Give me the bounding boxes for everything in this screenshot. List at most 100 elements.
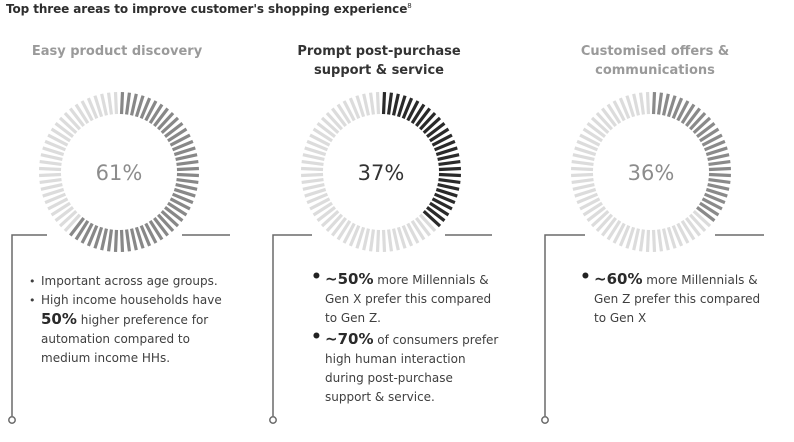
- donut-2-empty-tick: [325, 111, 343, 131]
- panel-1-title: Easy product discovery: [7, 42, 227, 61]
- donut-3-empty-tick: [645, 92, 651, 115]
- panel-3-connector-line: [544, 234, 585, 416]
- donut-1-empty-tick: [44, 139, 67, 152]
- donut-3-filled-tick: [708, 166, 731, 172]
- donut-1-filled-tick: [173, 187, 196, 198]
- donut-3-empty-tick: [651, 229, 657, 252]
- donut-1-empty-tick: [58, 210, 78, 228]
- donut-2-empty-tick: [331, 107, 347, 127]
- panel-3-connector-dot: [541, 416, 549, 424]
- donut-1-empty-tick: [80, 100, 94, 122]
- donut-1-filled-tick: [157, 111, 175, 131]
- panel-1-bullet-2: High income households have 50% higher p…: [29, 291, 259, 368]
- panel-2-bullet-2-line-2: high human interaction: [325, 352, 466, 366]
- donut-2-filled-tick: [433, 192, 456, 205]
- donut-1-filled-tick: [74, 220, 90, 241]
- panel-1-bullet-2-line-4: medium income HHs.: [41, 351, 171, 365]
- panel-3-bullet-1-highlight: ~60%: [594, 270, 643, 288]
- donut-1-filled-tick: [175, 153, 198, 162]
- donut-1-empty-tick: [86, 97, 99, 120]
- donut-3-empty-tick: [576, 192, 599, 205]
- donut-2-empty-tick: [362, 93, 371, 116]
- donut-2-empty-tick: [320, 210, 340, 228]
- donut-3-empty-tick: [656, 229, 664, 252]
- donut-3-empty-tick: [625, 226, 636, 249]
- donut-3-empty-tick: [606, 103, 622, 124]
- donut-3-empty-tick: [689, 213, 707, 233]
- donut-3-empty-tick: [685, 217, 701, 237]
- panel-1-bullet-1-text: Important across age groups.: [41, 274, 218, 288]
- donut-2-empty-tick: [325, 213, 343, 233]
- donut-1-filled-tick: [144, 222, 158, 244]
- donut-1-empty-tick: [54, 206, 74, 222]
- donut-2-filled-tick: [386, 92, 394, 115]
- donut-1-empty-tick: [50, 127, 71, 143]
- donut-3-filled-tick: [703, 192, 726, 205]
- donut-2-filled-tick: [429, 201, 450, 217]
- donut-2-empty-tick: [396, 226, 407, 249]
- donut-3-filled-tick: [707, 153, 730, 162]
- panel-2-title-line-2: support & service: [314, 63, 444, 78]
- panel-2-bullet-1-highlight: ~50%: [325, 270, 374, 288]
- donut-2-empty-tick: [415, 217, 431, 237]
- donut-2-empty-tick: [375, 229, 381, 252]
- donut-2-empty-tick: [304, 187, 327, 198]
- panel-2-connector-dot: [269, 416, 277, 424]
- donut-3-filled-tick: [705, 187, 728, 198]
- donut-1-filled-tick: [169, 197, 191, 211]
- donut-2-empty-tick: [316, 206, 336, 222]
- panel-2-bullet-1: ~50% more Millennials & Gen X prefer thi…: [311, 268, 551, 328]
- donut-2-filled-tick: [435, 146, 458, 157]
- donut-1-empty-tick: [39, 172, 62, 178]
- donut-chart-customised-offers: 36%: [571, 92, 731, 252]
- donut-3-filled-tick: [685, 107, 701, 127]
- donut-1-filled-tick: [100, 228, 109, 251]
- donut-1-filled-tick: [169, 133, 191, 147]
- donut-3-filled-tick: [676, 100, 690, 122]
- donut-1-empty-tick: [40, 153, 63, 162]
- donut-1-percent-label: 61%: [96, 161, 143, 185]
- donut-3-filled-tick: [705, 146, 728, 157]
- panel-3-bullet-1-line-3: to Gen X: [594, 311, 647, 325]
- donut-2-empty-tick: [331, 217, 347, 237]
- donut-3-empty-tick: [632, 228, 641, 251]
- donut-3-ticks: [571, 92, 731, 252]
- panel-2-bullet-2-line-4: support & service.: [325, 390, 435, 404]
- donut-2-filled-tick: [431, 133, 453, 147]
- panel-3-bullet-1-line-2: Gen Z prefer this compared: [594, 292, 761, 306]
- donut-1-filled-tick: [167, 201, 188, 217]
- donut-3-empty-tick: [571, 172, 594, 178]
- donut-1-filled-tick: [153, 217, 169, 237]
- donut-3-filled-tick: [696, 122, 716, 138]
- donut-2-filled-tick: [433, 139, 456, 152]
- donut-2-empty-tick: [348, 224, 361, 247]
- donut-3-empty-tick: [595, 213, 613, 233]
- donut-2-empty-tick: [386, 229, 394, 252]
- donut-1-empty-tick: [63, 111, 81, 131]
- donut-2-filled-tick: [426, 122, 446, 138]
- donut-3-filled-tick: [708, 172, 731, 178]
- donut-3-empty-tick: [645, 229, 651, 252]
- panel-1-title-line-1: Easy product discovery: [31, 44, 203, 59]
- donut-3-filled-tick: [707, 182, 730, 191]
- donut-3-empty-tick: [618, 224, 631, 247]
- donut-3-empty-tick: [571, 177, 594, 185]
- donut-3-empty-tick: [571, 166, 594, 172]
- donut-1-empty-tick: [42, 146, 65, 157]
- donut-2-empty-tick: [355, 95, 366, 118]
- panel-3-title-line-2: communications: [595, 63, 715, 78]
- donut-2-empty-tick: [320, 116, 340, 134]
- donut-3-empty-tick: [572, 153, 595, 162]
- donut-1-filled-tick: [175, 182, 198, 191]
- donut-1-filled-tick: [139, 224, 152, 247]
- donut-2-filled-tick: [396, 95, 407, 118]
- donut-3-empty-tick: [576, 139, 599, 152]
- donut-3-empty-tick: [612, 222, 626, 244]
- donut-3-empty-tick: [579, 197, 601, 211]
- donut-1-empty-tick: [100, 93, 109, 116]
- donut-3-empty-tick: [666, 226, 677, 249]
- donut-1-empty-tick: [93, 95, 104, 118]
- donut-2-empty-tick: [309, 197, 331, 211]
- donut-1-filled-tick: [164, 122, 184, 138]
- donut-1-empty-tick: [39, 177, 62, 185]
